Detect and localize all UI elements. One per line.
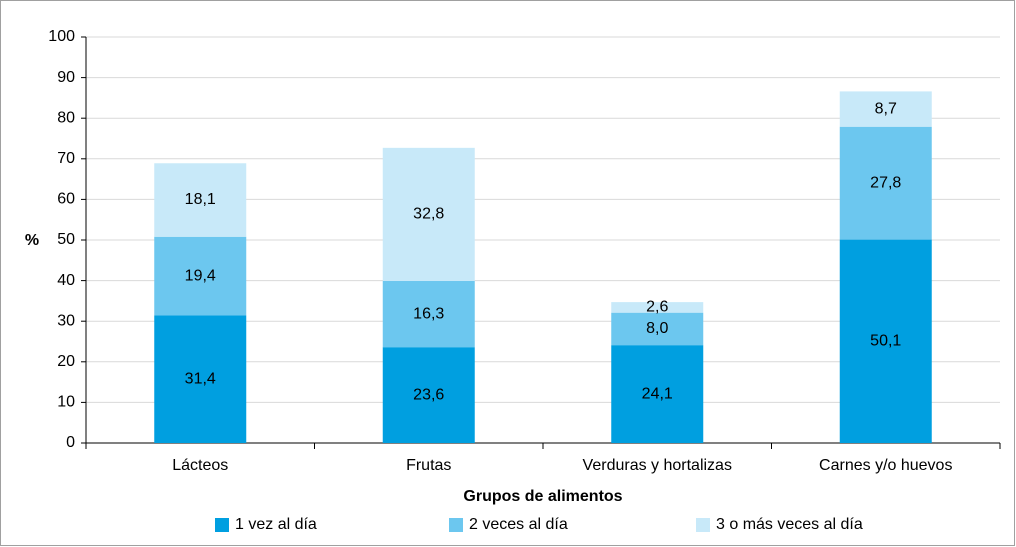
x-tick-label: Frutas xyxy=(406,457,451,474)
data-label: 2,6 xyxy=(646,299,668,316)
legend-swatch xyxy=(696,518,710,532)
y-tick-label: 70 xyxy=(57,150,75,167)
x-axis-label: Grupos de alimentos xyxy=(463,488,622,505)
bar-segment xyxy=(382,281,475,348)
y-axis-label: % xyxy=(25,232,39,249)
data-label: 8,7 xyxy=(875,100,897,117)
bar-segment xyxy=(839,91,932,127)
x-tick-label: Lácteos xyxy=(172,457,228,474)
data-label: 16,3 xyxy=(413,305,444,322)
bar-segment xyxy=(611,345,704,443)
data-label: 19,4 xyxy=(185,267,216,284)
legend-swatch xyxy=(215,518,229,532)
legend-label: 1 vez al día xyxy=(235,516,317,533)
y-tick-label: 0 xyxy=(66,434,75,451)
data-label: 27,8 xyxy=(870,174,901,191)
bar-segment xyxy=(154,163,247,237)
data-label: 24,1 xyxy=(642,385,673,402)
data-label: 50,1 xyxy=(870,333,901,350)
bar-segment xyxy=(839,126,932,240)
data-label: 8,0 xyxy=(646,320,668,337)
bar-segment xyxy=(154,236,247,316)
x-tick-label: Carnes y/o huevos xyxy=(819,457,952,474)
y-tick-label: 80 xyxy=(57,109,75,126)
bar-segment xyxy=(382,147,475,282)
y-tick-label: 90 xyxy=(57,69,75,86)
bar-segment xyxy=(154,315,247,443)
data-label: 31,4 xyxy=(185,370,216,387)
y-tick-label: 10 xyxy=(57,394,75,411)
bar-segment xyxy=(382,347,475,443)
y-tick-label: 50 xyxy=(57,231,75,248)
bar-segment xyxy=(839,239,932,443)
data-label: 18,1 xyxy=(185,191,216,208)
bar-segment xyxy=(611,312,704,346)
legend-swatch xyxy=(449,518,463,532)
data-label: 23,6 xyxy=(413,386,444,403)
y-tick-label: 30 xyxy=(57,312,75,329)
legend-label: 3 o más veces al día xyxy=(716,516,863,533)
y-tick-label: 60 xyxy=(57,191,75,208)
y-tick-label: 20 xyxy=(57,353,75,370)
y-tick-label: 40 xyxy=(57,272,75,289)
legend-label: 2 veces al día xyxy=(469,516,568,533)
y-tick-label: 100 xyxy=(48,28,75,45)
x-tick-label: Verduras y hortalizas xyxy=(583,457,732,474)
bar-segment xyxy=(611,302,704,313)
data-label: 32,8 xyxy=(413,206,444,223)
